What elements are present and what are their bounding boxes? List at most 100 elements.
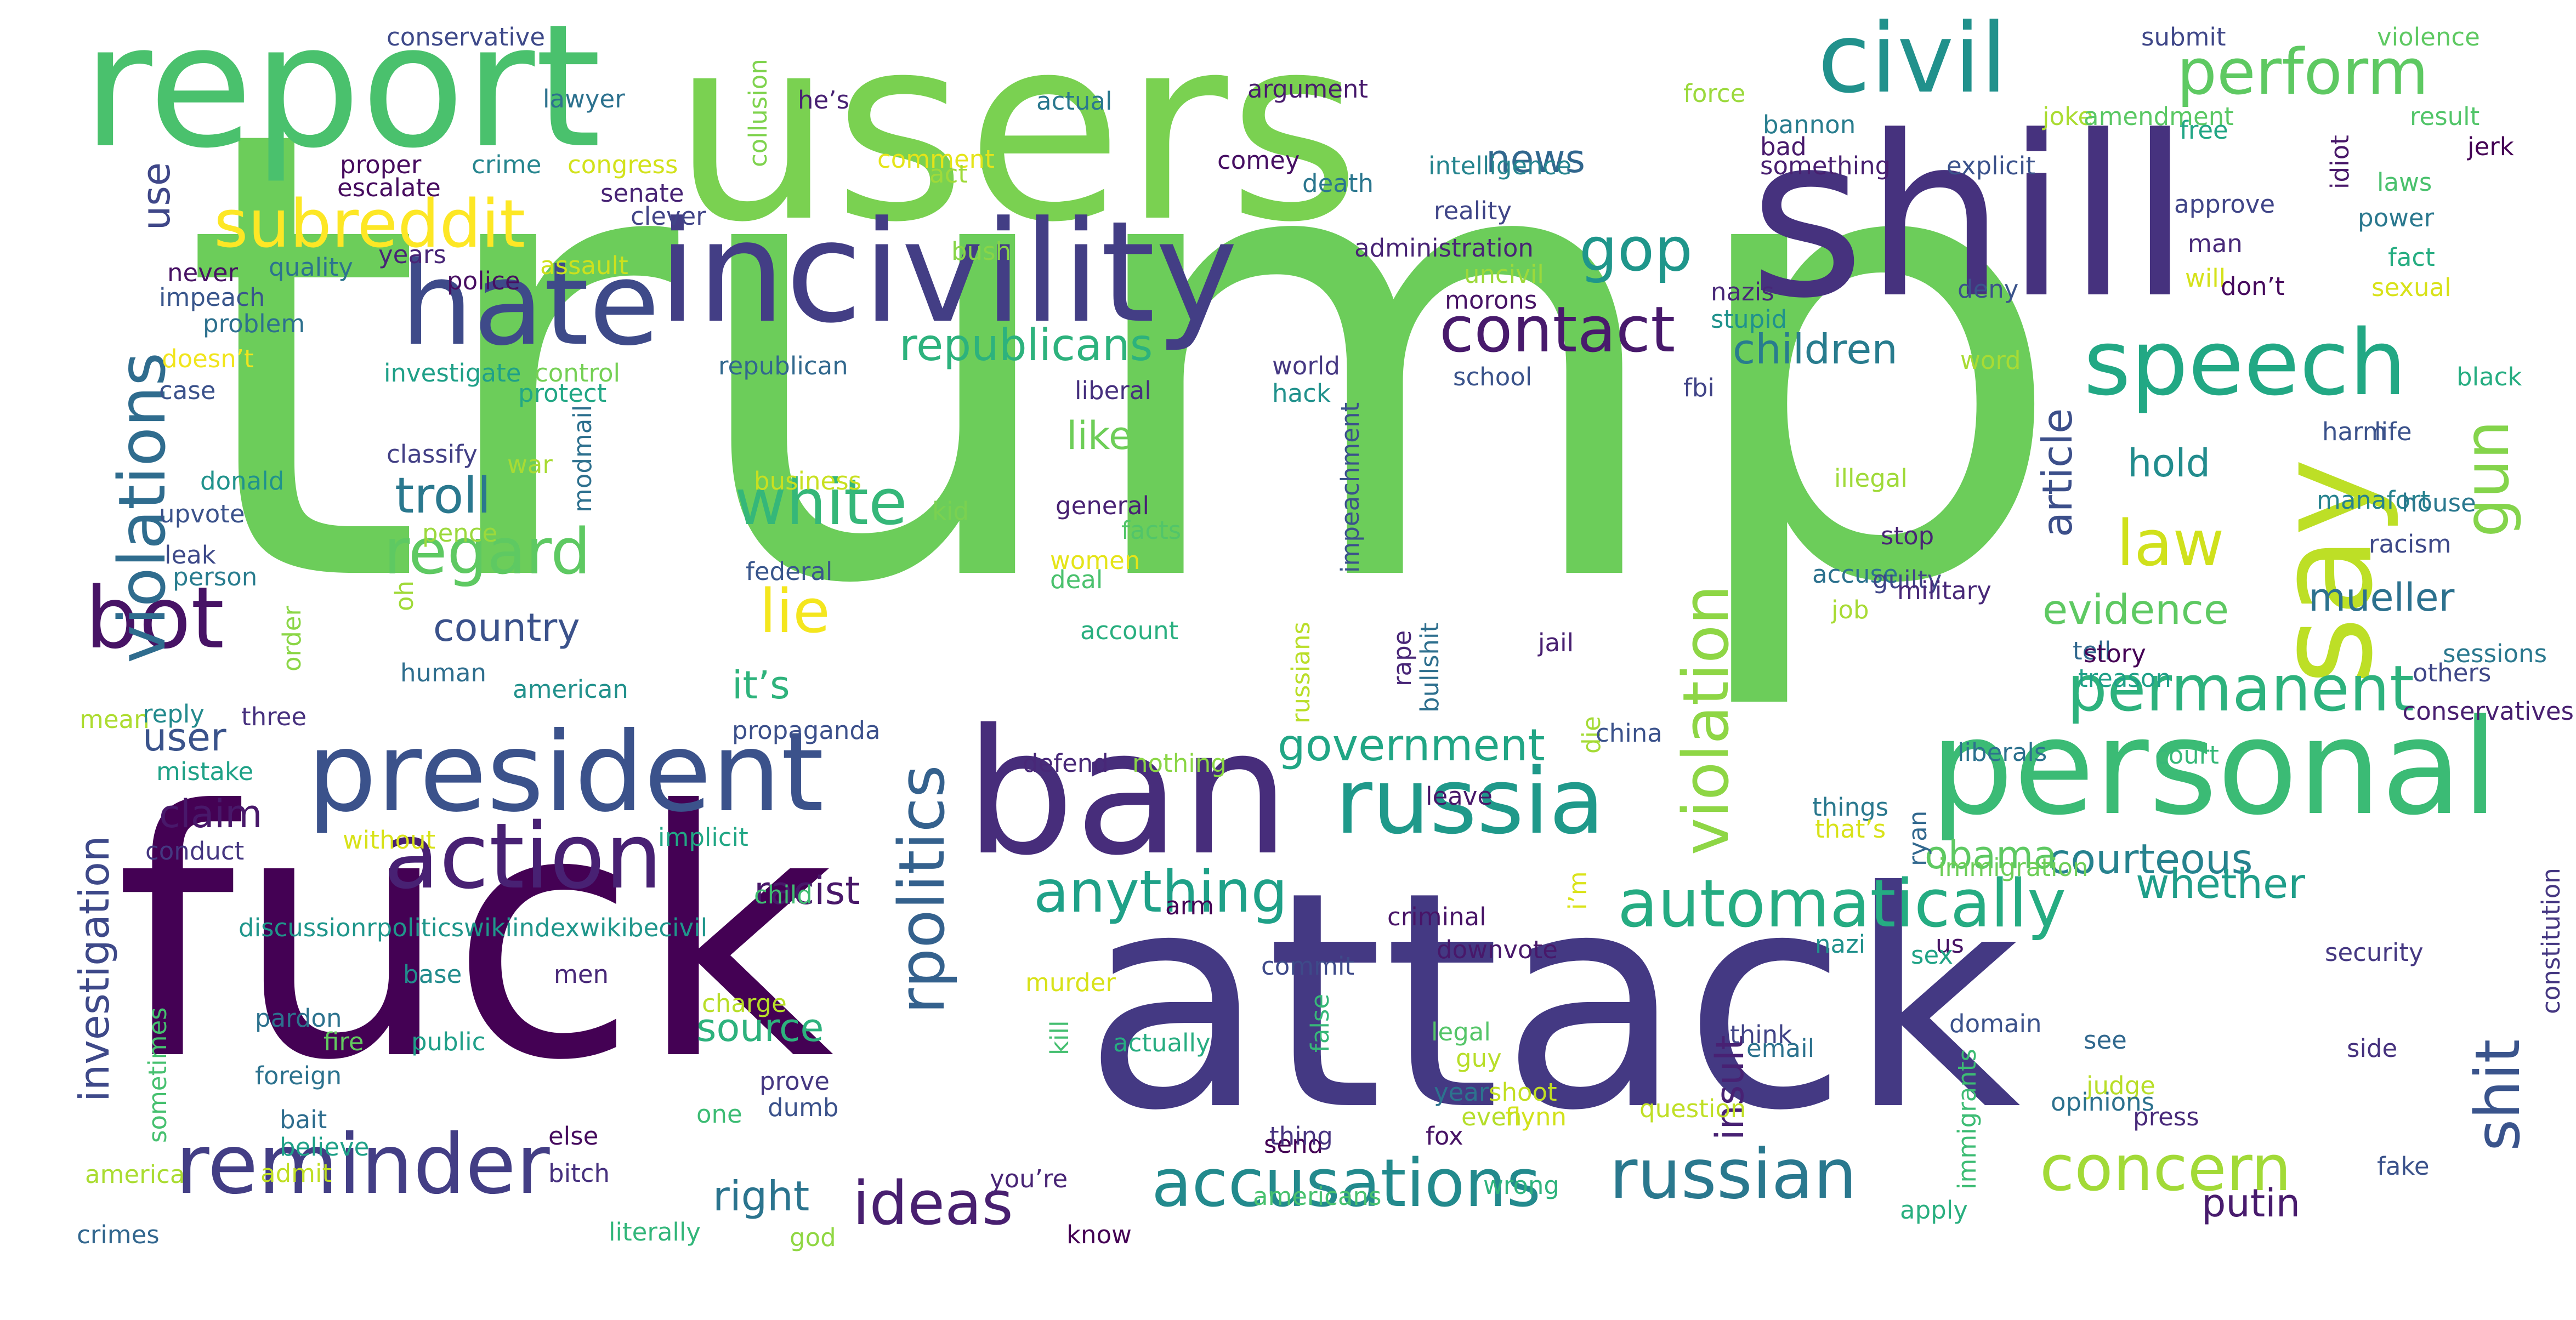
cloud-word-donald: donald <box>200 466 285 496</box>
cloud-word-regard: regard <box>384 515 591 589</box>
cloud-word-idiot: idiot <box>2325 135 2354 189</box>
cloud-word-three: three <box>241 702 307 731</box>
cloud-word-reality: reality <box>1434 196 1512 225</box>
cloud-word-gun: gun <box>2452 420 2523 537</box>
cloud-word-contact: contact <box>1439 293 1676 367</box>
cloud-word-power: power <box>2358 203 2435 232</box>
cloud-word-explicit: explicit <box>1947 151 2035 180</box>
cloud-word-article: article <box>2033 408 2081 537</box>
cloud-word-harm: harm <box>2322 417 2387 446</box>
cloud-word-ideas: ideas <box>853 1168 1013 1238</box>
cloud-word-concern: concern <box>2040 1132 2291 1205</box>
cloud-word-impeach: impeach <box>159 283 265 312</box>
cloud-word-shill: shill <box>1749 88 2191 347</box>
cloud-word-source: source <box>696 1005 824 1050</box>
cloud-word-years: years <box>378 240 446 269</box>
cloud-word-without: without <box>343 826 436 855</box>
cloud-word-impeachment: impeachment <box>1336 402 1365 573</box>
cloud-word-account: account <box>1080 616 1179 645</box>
cloud-word-bot: bot <box>85 568 224 668</box>
cloud-word-white: white <box>735 466 907 539</box>
cloud-word-wrong: wrong <box>1483 1171 1559 1200</box>
cloud-word-assault: assault <box>540 251 628 280</box>
cloud-word-black: black <box>2456 362 2522 391</box>
cloud-word-downvote: downvote <box>1437 935 1558 964</box>
cloud-word-immigrants: immigrants <box>1953 1049 1982 1190</box>
cloud-word-civil: civil <box>1818 3 2007 115</box>
cloud-word-force: force <box>1683 79 1746 108</box>
cloud-word-perform: perform <box>2177 36 2429 109</box>
cloud-word-incivility: incivility <box>658 191 1238 354</box>
cloud-word-propaganda: propaganda <box>732 716 881 745</box>
cloud-word-investigation: investigation <box>70 835 118 1102</box>
cloud-word-flynn: flynn <box>1505 1102 1567 1131</box>
cloud-word-fire: fire <box>324 1027 364 1056</box>
cloud-word-accusations: accusations <box>1151 1146 1541 1222</box>
cloud-word-proper: proper <box>340 150 422 179</box>
cloud-word-result: result <box>2410 102 2480 131</box>
cloud-word-oh: oh <box>390 580 419 611</box>
cloud-word-sexual: sexual <box>2371 273 2452 302</box>
cloud-word-quality: quality <box>269 253 353 282</box>
cloud-word-school: school <box>1453 362 1533 391</box>
cloud-word-rpolitics: rpolitics <box>886 765 959 1014</box>
cloud-word-charge: charge <box>702 989 787 1018</box>
cloud-word-putin: putin <box>2201 1181 2301 1226</box>
cloud-word-collusion: collusion <box>744 59 773 167</box>
cloud-word-actually: actually <box>1113 1028 1211 1057</box>
cloud-word-reminder: reminder <box>175 1117 550 1213</box>
cloud-word-republican: republican <box>718 351 848 380</box>
cloud-word-it-s: it’s <box>732 663 790 708</box>
cloud-word-action: action <box>384 804 662 909</box>
cloud-word-conduct: conduct <box>145 837 245 866</box>
cloud-word-right: right <box>713 1172 810 1220</box>
cloud-word-side: side <box>2347 1034 2398 1063</box>
cloud-word-clever: clever <box>631 202 706 231</box>
cloud-word-women: women <box>1050 546 1141 575</box>
cloud-word-year: year <box>1434 1078 1489 1107</box>
cloud-word-god: god <box>790 1223 836 1252</box>
cloud-word-russian: russian <box>1609 1135 1857 1214</box>
cloud-word-human: human <box>400 658 486 687</box>
cloud-word-russians: russians <box>1286 622 1315 724</box>
cloud-word-violence: violence <box>2377 22 2480 52</box>
cloud-word-else: else <box>548 1122 599 1151</box>
cloud-word-admit: admit <box>260 1159 332 1188</box>
cloud-word-manafort: manafort <box>2317 486 2431 515</box>
cloud-word-troll: troll <box>395 467 491 525</box>
cloud-word-america: america <box>85 1160 185 1189</box>
cloud-word-general: general <box>1056 491 1150 520</box>
cloud-word-attack: attack <box>1083 828 2021 1176</box>
cloud-word-story: story <box>2084 639 2146 668</box>
cloud-word-user: user <box>143 715 226 760</box>
cloud-word-mistake: mistake <box>156 757 254 786</box>
cloud-word-never: never <box>167 258 239 287</box>
cloud-word-things: things <box>1812 793 1889 822</box>
cloud-word-court: court <box>2155 741 2219 770</box>
cloud-word-bait: bait <box>280 1105 327 1134</box>
cloud-word-mueller: mueller <box>2308 575 2455 620</box>
cloud-word-legal: legal <box>1431 1017 1491 1046</box>
cloud-word-personal: personal <box>1930 691 2499 844</box>
cloud-word-nothing: nothing <box>1132 749 1227 778</box>
cloud-word-bullshit: bullshit <box>1415 622 1444 713</box>
cloud-word-ban: ban <box>965 693 1290 894</box>
cloud-word-speech: speech <box>2084 310 2407 416</box>
cloud-word-public: public <box>411 1027 486 1056</box>
cloud-word-stupid: stupid <box>1711 305 1788 334</box>
cloud-word-shoot: shoot <box>1489 1078 1557 1107</box>
cloud-word-protect: protect <box>518 379 607 408</box>
cloud-word-treason: treason <box>2078 664 2171 693</box>
cloud-word-sex: sex <box>1911 941 1953 970</box>
cloud-word-fact: fact <box>2388 243 2435 272</box>
cloud-word-government: government <box>1278 720 1545 771</box>
cloud-word-will: will <box>2185 264 2226 293</box>
cloud-word-whether: whether <box>2136 860 2305 908</box>
cloud-word-crimes: crimes <box>77 1220 160 1249</box>
cloud-word-that-s: that’s <box>1815 815 1886 844</box>
cloud-word-classify: classify <box>387 440 478 469</box>
cloud-word-comment: comment <box>877 145 995 174</box>
cloud-word-job: job <box>1831 595 1869 624</box>
cloud-word-question: question <box>1639 1094 1746 1123</box>
cloud-word-commit: commit <box>1261 952 1355 981</box>
